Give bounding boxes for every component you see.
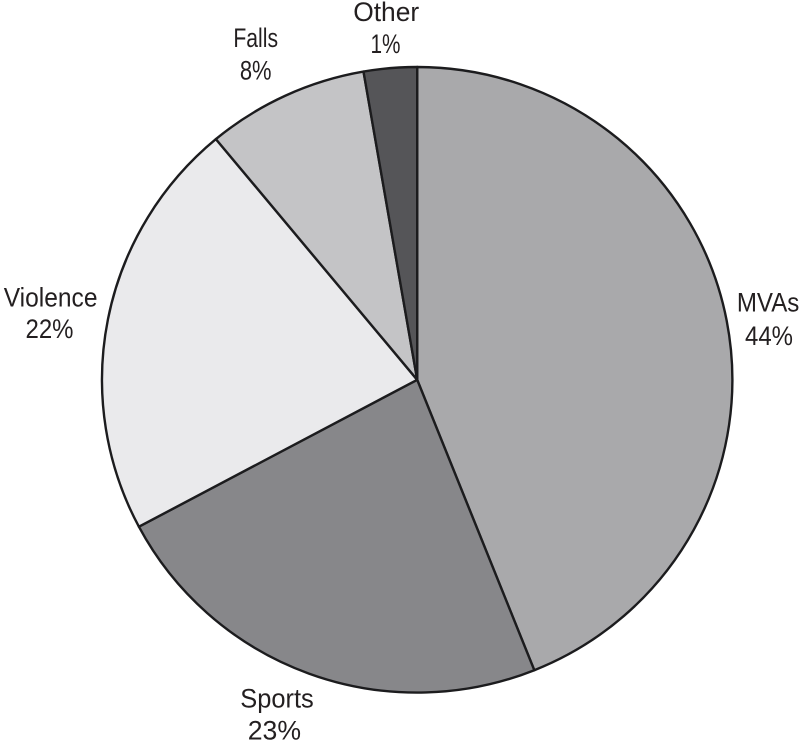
svg-text:Sports: Sports (240, 684, 314, 714)
svg-text:1%: 1% (371, 29, 401, 59)
svg-text:Falls: Falls (233, 23, 278, 53)
svg-text:MVAs: MVAs (737, 287, 800, 317)
svg-text:Other: Other (353, 0, 419, 27)
svg-text:22%: 22% (26, 314, 74, 344)
svg-text:23%: 23% (248, 716, 301, 741)
svg-text:Violence: Violence (4, 283, 98, 313)
svg-text:8%: 8% (240, 56, 272, 86)
svg-text:44%: 44% (745, 321, 793, 351)
